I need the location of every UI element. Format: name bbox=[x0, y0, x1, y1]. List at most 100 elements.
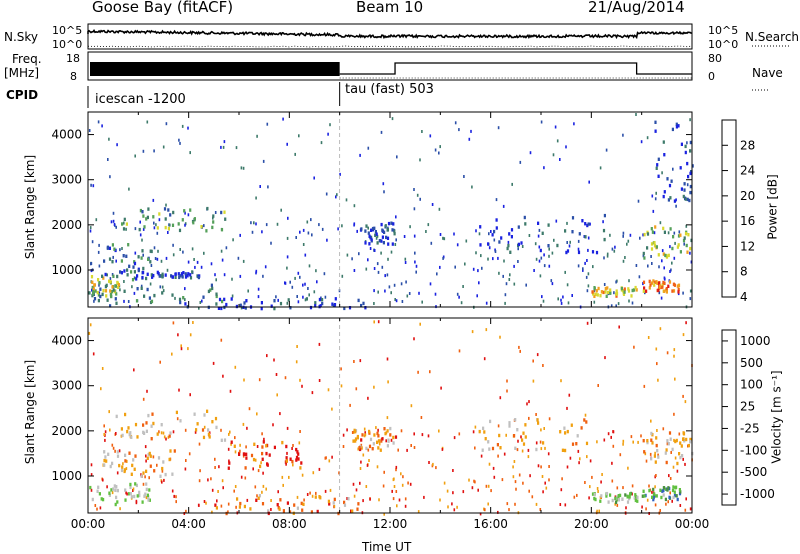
power-scatter bbox=[353, 269, 356, 272]
power-cell bbox=[642, 251, 645, 256]
velocity-scatter bbox=[420, 416, 423, 419]
power-scatter bbox=[297, 300, 300, 304]
power-scatter bbox=[609, 233, 611, 237]
power-scatter bbox=[560, 298, 562, 302]
velocity-scatter bbox=[256, 412, 258, 416]
power-cell bbox=[116, 274, 119, 279]
velocity-scatter bbox=[462, 490, 465, 494]
power-scatter bbox=[658, 265, 660, 269]
power-scatter bbox=[686, 141, 688, 145]
velocity-cell bbox=[202, 435, 206, 440]
velocity-cell bbox=[650, 438, 653, 442]
power-cell bbox=[153, 293, 156, 298]
velocity-scatter bbox=[395, 468, 397, 472]
power-scatter bbox=[504, 301, 506, 305]
velocity-scatter bbox=[668, 474, 670, 478]
velocity-cell bbox=[259, 464, 262, 469]
velocity-cell bbox=[98, 492, 101, 496]
power-scatter bbox=[610, 304, 613, 308]
velocity-cell bbox=[662, 486, 665, 490]
velocity-cell bbox=[524, 435, 527, 439]
power-ytick-label: 3000 bbox=[51, 173, 82, 187]
velocity-cell bbox=[678, 452, 681, 456]
power-scatter bbox=[259, 185, 261, 188]
power-cell bbox=[321, 298, 324, 302]
velocity-cell bbox=[152, 421, 155, 426]
velocity-scatter bbox=[385, 439, 387, 443]
velocity-scatter bbox=[622, 439, 625, 443]
power-scatter bbox=[294, 276, 296, 280]
velocity-cell bbox=[666, 439, 669, 443]
velocity-scatter bbox=[451, 502, 453, 506]
power-scatter bbox=[548, 264, 551, 268]
power-cell bbox=[133, 270, 136, 274]
velocity-scatter bbox=[531, 495, 534, 499]
power-scatter bbox=[115, 225, 117, 229]
power-cell bbox=[680, 187, 683, 191]
power-cell bbox=[370, 237, 373, 242]
velocity-cell bbox=[124, 412, 127, 417]
power-scatter bbox=[507, 240, 510, 244]
power-scatter bbox=[408, 292, 411, 295]
power-scatter bbox=[529, 151, 532, 155]
velocity-cell bbox=[360, 438, 363, 442]
velocity-scatter bbox=[527, 455, 530, 459]
power-scatter bbox=[155, 223, 157, 227]
power-cell bbox=[660, 285, 663, 290]
power-scatter bbox=[540, 256, 543, 260]
power-scatter bbox=[569, 240, 571, 244]
power-scatter bbox=[286, 142, 288, 146]
power-cell bbox=[602, 228, 606, 233]
velocity-scatter bbox=[566, 465, 569, 469]
power-cell bbox=[223, 297, 226, 302]
velocity-cell bbox=[652, 497, 655, 502]
velocity-scatter bbox=[578, 461, 580, 465]
power-scatter bbox=[675, 198, 677, 202]
velocity-cell bbox=[295, 458, 298, 462]
power-scatter bbox=[324, 295, 327, 299]
power-cell bbox=[333, 303, 337, 307]
velocity-scatter bbox=[528, 416, 530, 420]
power-cell bbox=[671, 246, 674, 251]
power-cell bbox=[182, 271, 185, 275]
velocity-scatter bbox=[648, 484, 650, 488]
power-cell bbox=[586, 223, 589, 228]
freq-band-dense bbox=[90, 62, 340, 76]
power-scatter bbox=[199, 301, 202, 304]
velocity-scatter bbox=[233, 489, 235, 493]
power-scatter bbox=[179, 141, 181, 145]
power-cell bbox=[110, 294, 113, 298]
power-scatter bbox=[567, 301, 570, 305]
velocity-cell bbox=[679, 490, 682, 494]
power-cell bbox=[135, 299, 139, 303]
mhz-label: [MHz] bbox=[4, 66, 40, 80]
power-scatter bbox=[108, 137, 110, 141]
velocity-scatter bbox=[366, 463, 369, 467]
velocity-cell bbox=[136, 494, 139, 498]
velocity-scatter bbox=[604, 356, 606, 360]
velocity-scatter bbox=[148, 476, 150, 480]
velocity-scatter bbox=[342, 445, 345, 448]
power-cell bbox=[184, 272, 187, 276]
velocity-scatter bbox=[340, 384, 343, 388]
power-scatter bbox=[375, 236, 378, 240]
velocity-cell bbox=[150, 424, 153, 428]
power-cell bbox=[365, 224, 368, 228]
power-scatter bbox=[119, 248, 121, 252]
velocity-tick-label: -25 bbox=[740, 421, 760, 435]
velocity-scatter bbox=[640, 434, 642, 438]
velocity-scatter bbox=[270, 499, 272, 502]
power-scatter bbox=[429, 282, 432, 286]
power-cell bbox=[657, 253, 660, 257]
velocity-scatter bbox=[275, 373, 278, 376]
velocity-scatter bbox=[452, 469, 454, 472]
power-scatter bbox=[690, 260, 693, 264]
power-cell bbox=[142, 270, 145, 275]
velocity-cell bbox=[91, 497, 94, 502]
velocity-scatter bbox=[413, 432, 415, 436]
power-cell bbox=[212, 220, 215, 224]
power-scatter bbox=[540, 120, 543, 124]
power-cell bbox=[177, 222, 180, 226]
power-cell bbox=[343, 306, 346, 311]
velocity-cell bbox=[168, 457, 171, 462]
